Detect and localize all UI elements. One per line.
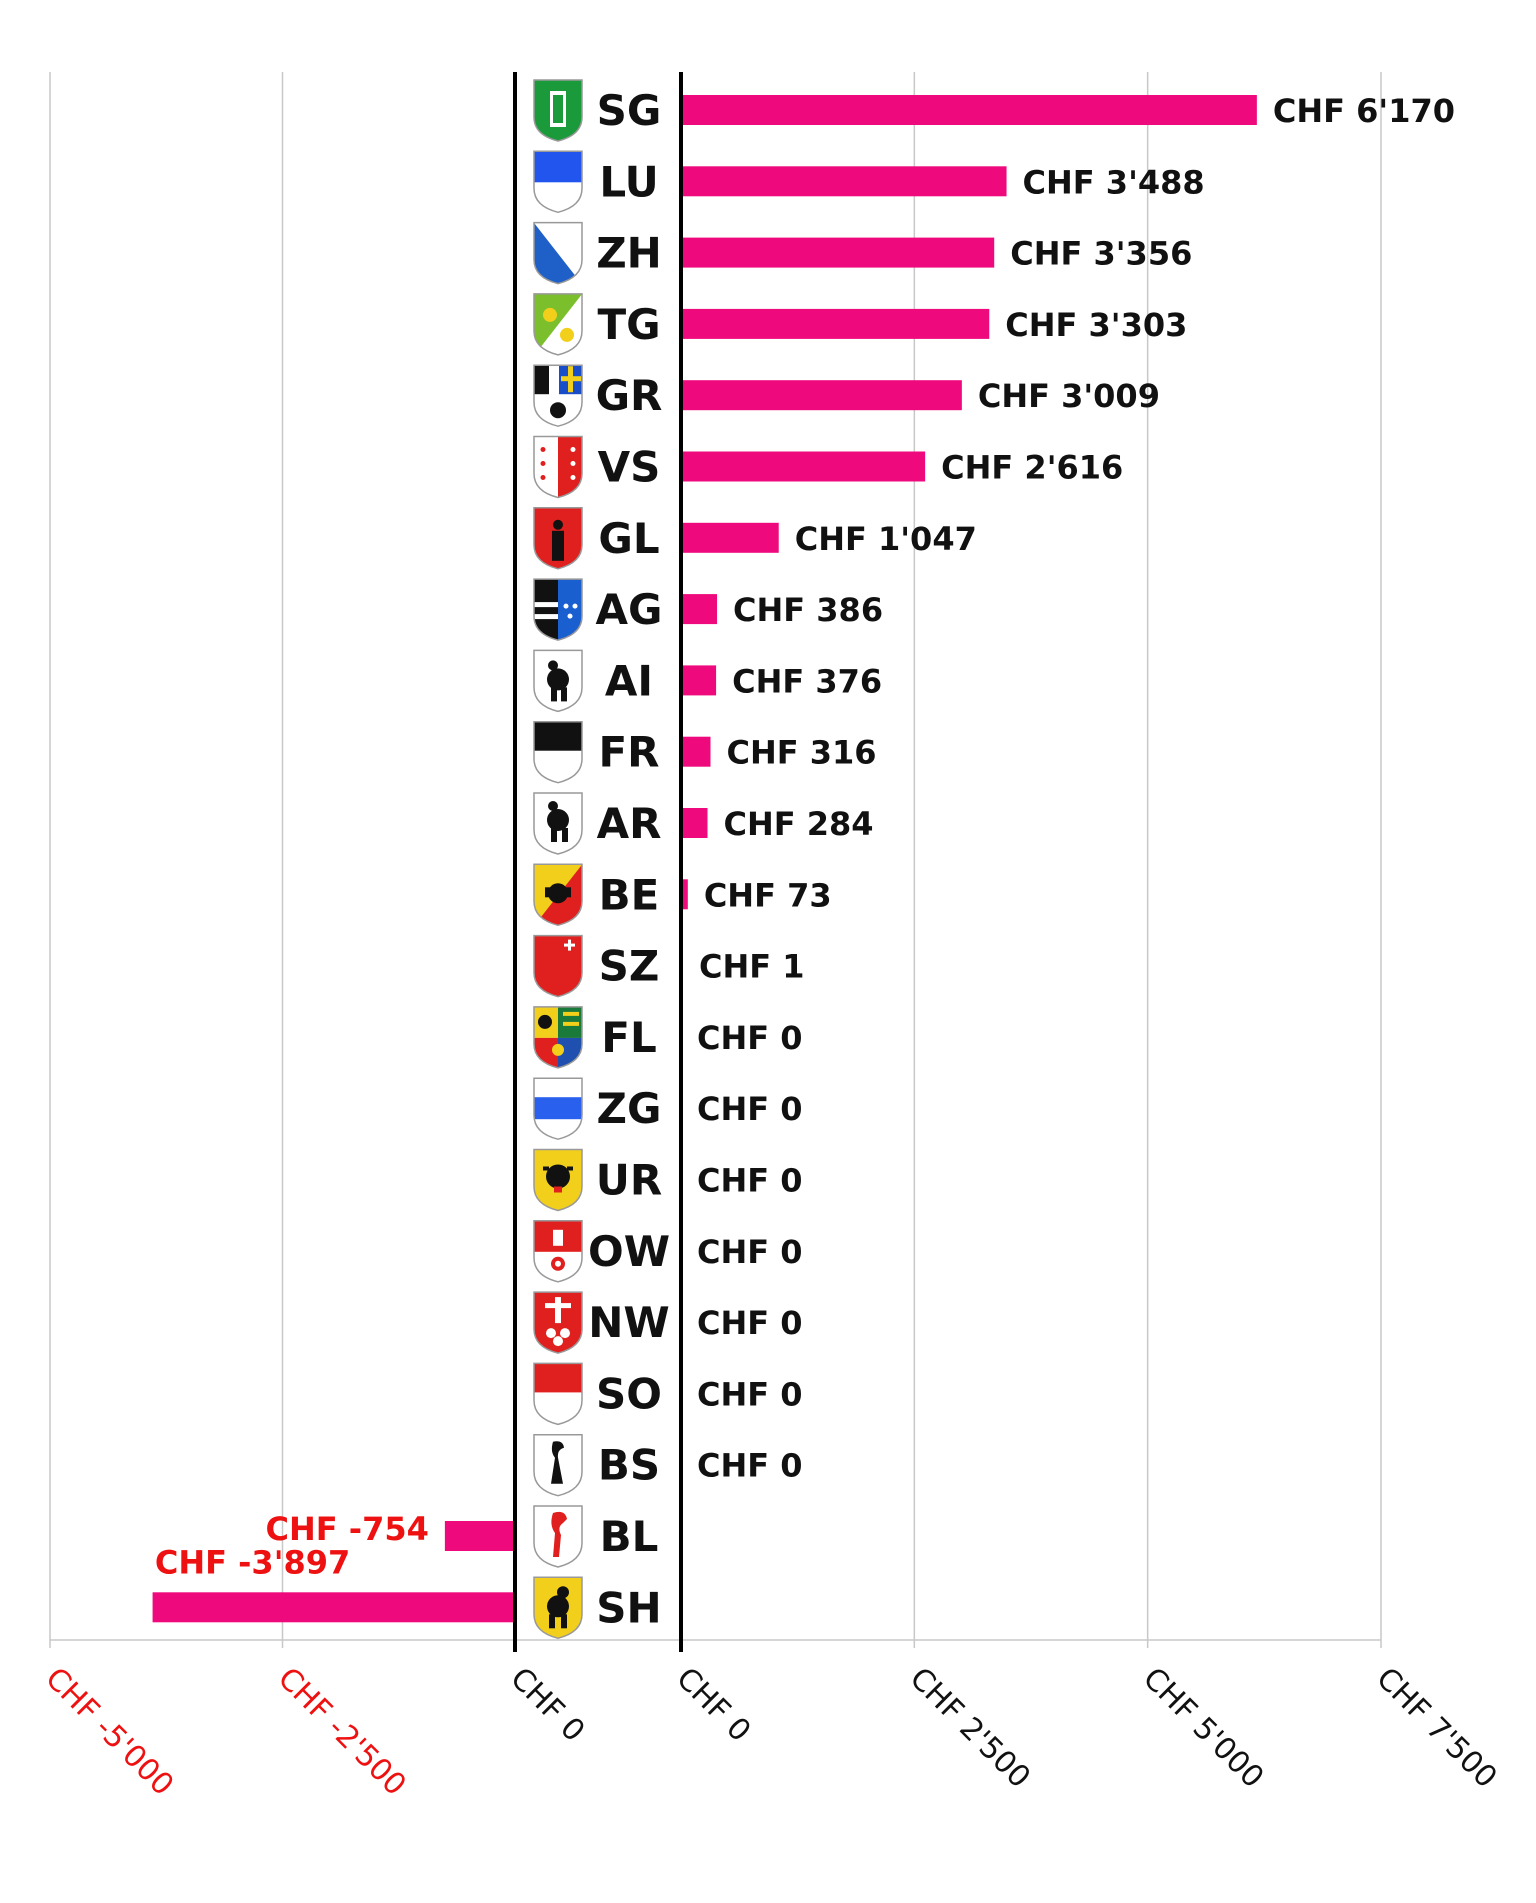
value-label-bl: CHF -754 [266, 1510, 429, 1548]
tick-label-positive-2: CHF 5'000 [1136, 1661, 1270, 1795]
canton-label-sh: SH [596, 1583, 661, 1632]
canton-label-lu: LU [599, 157, 658, 206]
bar-ag [681, 594, 718, 625]
bars [152, 95, 1257, 1623]
canton-label-be: BE [599, 870, 660, 919]
value-label-zg: CHF 0 [697, 1090, 803, 1128]
value-label-gr: CHF 3'009 [978, 377, 1160, 415]
value-label-fr: CHF 316 [726, 734, 876, 772]
value-label-fl: CHF 0 [697, 1019, 803, 1057]
bar-tg [681, 308, 990, 339]
gridlines [49, 72, 1382, 1648]
be-coat-of-arms-icon [533, 863, 583, 927]
value-label-tg: CHF 3'303 [1005, 306, 1187, 344]
so-coat-of-arms-icon [533, 1362, 583, 1426]
ai-coat-of-arms-icon [533, 649, 583, 713]
canton-label-so: SO [596, 1369, 662, 1418]
canton-label-sg: SG [597, 86, 662, 135]
value-label-bs: CHF 0 [697, 1447, 803, 1485]
bar-fr [681, 736, 711, 767]
value-label-ow: CHF 0 [697, 1233, 803, 1271]
bar-gr [681, 380, 962, 411]
bs-coat-of-arms-icon [533, 1433, 583, 1497]
value-label-sh: CHF -3'897 [155, 1543, 350, 1581]
sz-coat-of-arms-icon [533, 934, 583, 998]
lu-coat-of-arms-icon [533, 150, 583, 214]
bar-gl [681, 522, 779, 553]
canton-label-ai: AI [605, 656, 653, 705]
tick-labels: CHF -5'000 CHF -2'500 CHF 0 CHF 0 CHF 2'500 C… [38, 1661, 1503, 1803]
bar-vs [681, 451, 926, 482]
bar-sh [152, 1592, 516, 1623]
canton-label-fl: FL [601, 1013, 656, 1062]
sh-coat-of-arms-icon [533, 1576, 583, 1640]
fr-coat-of-arms-icon [533, 720, 583, 784]
canton-label-zg: ZG [597, 1084, 662, 1133]
canton-label-bs: BS [598, 1441, 660, 1490]
ar-coat-of-arms-icon [533, 792, 583, 855]
zg-coat-of-arms-icon [533, 1077, 583, 1140]
value-label-vs: CHF 2'616 [941, 449, 1123, 487]
value-label-lu: CHF 3'488 [1023, 163, 1205, 201]
canton-label-ow: OW [588, 1227, 670, 1276]
tg-coat-of-arms-icon [533, 293, 583, 356]
canton-label-gr: GR [596, 371, 663, 420]
tick-label-positive-1: CHF 2'500 [903, 1661, 1037, 1795]
bar-lu [681, 166, 1007, 197]
canton-label-bl: BL [600, 1512, 659, 1561]
coat-of-arms-column [533, 79, 583, 1640]
value-label-ur: CHF 0 [697, 1162, 803, 1200]
ur-coat-of-arms-icon [533, 1148, 583, 1212]
axes [513, 72, 683, 1652]
value-label-zh: CHF 3'356 [1010, 235, 1192, 273]
value-label-ag: CHF 386 [733, 591, 883, 629]
canton-label-fr: FR [598, 728, 659, 777]
value-labels: CHF 6'170 CHF 3'488 CHF 3'356 CHF 3'303 CHF … [155, 92, 1455, 1581]
canton-label-sz: SZ [599, 942, 660, 991]
canton-label-vs: VS [598, 443, 661, 492]
value-label-be: CHF 73 [704, 876, 832, 914]
canton-label-nw: NW [588, 1298, 669, 1347]
ag-coat-of-arms-icon [533, 578, 583, 641]
value-label-so: CHF 0 [697, 1375, 803, 1413]
value-label-nw: CHF 0 [697, 1304, 803, 1342]
fl-coat-of-arms-icon [533, 1006, 583, 1069]
bar-bl [444, 1521, 515, 1551]
canton-label-tg: TG [597, 300, 660, 349]
ow-coat-of-arms-icon [533, 1220, 583, 1283]
bar-be [681, 879, 688, 910]
value-label-gl: CHF 1'047 [795, 520, 977, 558]
tick-label-positive-3: CHF 7'500 [1369, 1661, 1503, 1795]
sg-coat-of-arms-icon [533, 79, 583, 142]
canton-label-ag: AG [596, 585, 663, 634]
tick-label-negative-0: CHF -5'000 [38, 1661, 180, 1803]
canton-label-ar: AR [597, 799, 662, 848]
bl-coat-of-arms-icon [533, 1505, 583, 1568]
value-label-sz: CHF 1 [699, 948, 805, 986]
tick-label-negative-2: CHF 0 [503, 1661, 591, 1749]
bar-ar [681, 808, 708, 838]
bar-zh [681, 237, 995, 268]
bar-ai [681, 665, 717, 696]
canton-label-ur: UR [596, 1156, 662, 1205]
canton-abbreviations: SG LU ZH TG GR VS GL AG AI FR AR BE SZ FL ZG UR OW NW SO BS… [588, 86, 670, 1632]
tick-label-negative-1: CHF -2'500 [271, 1661, 413, 1803]
nw-coat-of-arms-icon [533, 1291, 583, 1354]
canton-label-gl: GL [598, 514, 659, 563]
value-label-ai: CHF 376 [732, 662, 882, 700]
zh-coat-of-arms-icon [533, 221, 583, 285]
gr-coat-of-arms-icon [533, 364, 583, 427]
canton-label-zh: ZH [596, 229, 662, 278]
value-label-ar: CHF 284 [724, 805, 874, 843]
value-label-sg: CHF 6'170 [1273, 92, 1455, 130]
bar-sg [681, 95, 1257, 125]
vs-coat-of-arms-icon [533, 435, 583, 499]
gl-coat-of-arms-icon [533, 507, 583, 570]
tick-label-positive-0: CHF 0 [669, 1661, 757, 1749]
